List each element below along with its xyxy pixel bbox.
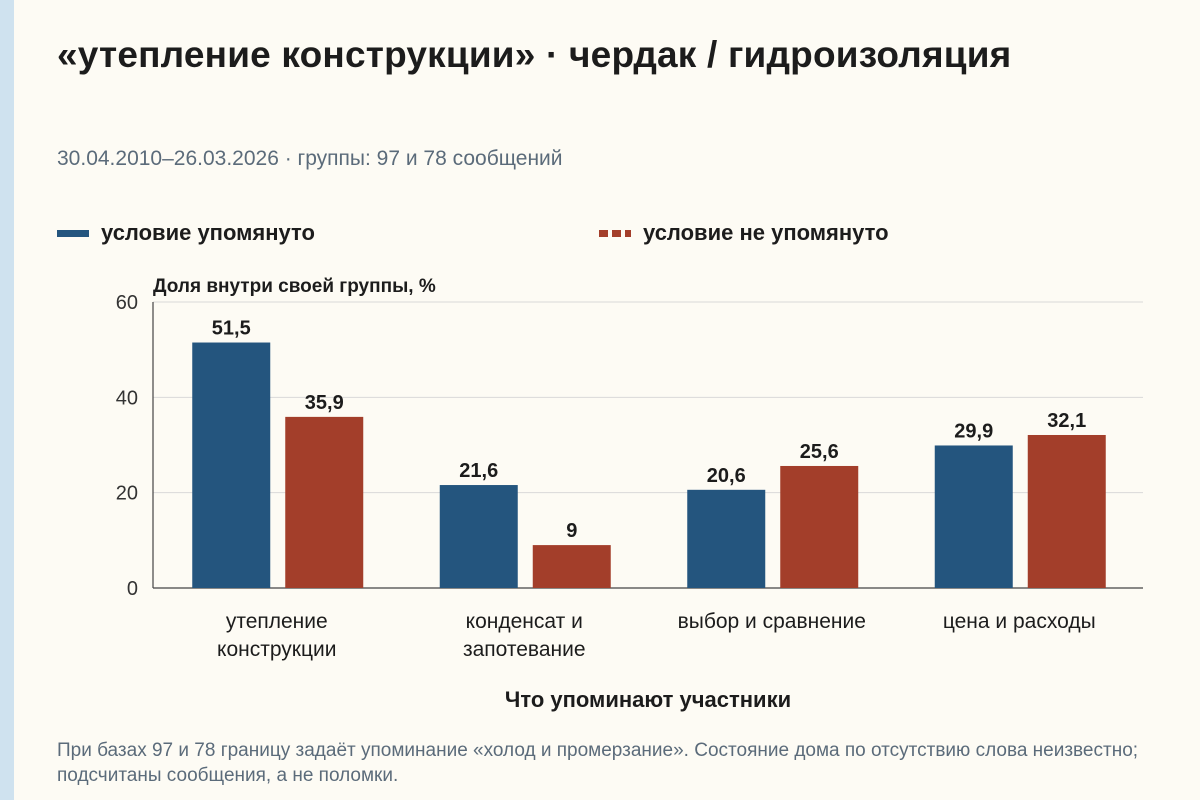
x-tick-label: выбор и сравнение bbox=[678, 610, 866, 633]
data-label: 51,5 bbox=[212, 318, 251, 340]
chart-title: «утепление конструкции» · чердак / гидро… bbox=[57, 34, 1012, 75]
bar bbox=[780, 465, 859, 588]
x-tick-label: конденсат и bbox=[466, 610, 583, 633]
y-tick-label: 0 bbox=[127, 578, 138, 600]
data-label: 9 bbox=[566, 520, 577, 542]
x-tick-label: цена и расходы bbox=[943, 610, 1096, 633]
data-label: 35,9 bbox=[305, 392, 344, 414]
bar bbox=[934, 445, 1013, 588]
data-label: 20,6 bbox=[707, 465, 746, 487]
data-label: 21,6 bbox=[459, 460, 498, 482]
footnote: При базах 97 и 78 границу задаёт упомина… bbox=[57, 740, 1139, 786]
legend-item-mentioned: условие упомянуто bbox=[57, 219, 315, 247]
bar bbox=[687, 489, 766, 588]
y-tick-label: 60 bbox=[116, 292, 138, 314]
legend-swatch-not-mentioned bbox=[599, 229, 631, 237]
data-label: 32,1 bbox=[1047, 410, 1086, 432]
chart-subtitle: 30.04.2010–26.03.2026 · группы: 97 и 78 … bbox=[57, 147, 563, 170]
legend-swatch-mentioned bbox=[57, 229, 89, 237]
legend-item-not-mentioned: условие не упомянуто bbox=[599, 219, 889, 247]
x-tick-label: запотевание bbox=[463, 638, 586, 661]
y-axis-label: Доля внутри своей группы, % bbox=[153, 276, 436, 297]
y-tick-label: 40 bbox=[116, 387, 138, 409]
y-tick-label: 20 bbox=[116, 483, 138, 505]
bar bbox=[1027, 434, 1106, 588]
left-accent-strip bbox=[0, 0, 14, 800]
data-label: 25,6 bbox=[800, 441, 839, 463]
x-tick-label: утепление bbox=[226, 610, 328, 633]
x-axis-label: Что упоминают участники bbox=[505, 687, 791, 712]
bar bbox=[532, 545, 611, 588]
data-label: 29,9 bbox=[954, 420, 993, 442]
bar bbox=[192, 342, 271, 588]
legend-label-not-mentioned: условие не упомянуто bbox=[643, 220, 889, 245]
bar bbox=[439, 485, 518, 588]
legend-label-mentioned: условие упомянуто bbox=[101, 220, 315, 245]
x-tick-label: конструкции bbox=[217, 638, 336, 661]
bar bbox=[285, 416, 364, 588]
